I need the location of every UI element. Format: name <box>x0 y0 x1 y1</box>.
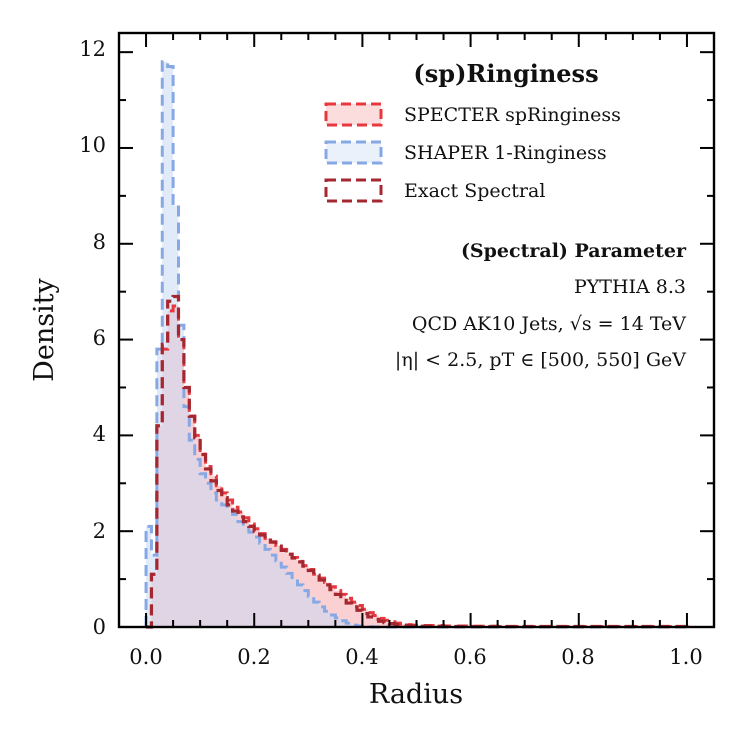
y-tick-label: 8 <box>93 230 106 254</box>
annotation-jets: QCD AK10 Jets, √s = 14 TeV <box>412 313 686 335</box>
y-tick-label: 4 <box>93 422 106 446</box>
legend-title: (sp)Ringiness <box>413 59 598 88</box>
annotation-block: (Spectral) Parameter PYTHIA 8.3 QCD AK10… <box>395 240 687 371</box>
annotation-cuts: |η| < 2.5, pT ∈ [500, 550] GeV <box>395 349 686 371</box>
y-axis-title: Density <box>29 277 60 381</box>
hist-fill-shaper <box>146 61 687 628</box>
legend-label-exact: Exact Spectral <box>404 180 545 202</box>
y-tick-label: 12 <box>79 37 106 61</box>
x-axis-title: Radius <box>369 679 463 710</box>
x-tick-label: 1.0 <box>669 645 702 669</box>
x-tick-label: 0.4 <box>345 645 378 669</box>
annotation-generator: PYTHIA 8.3 <box>574 276 686 298</box>
y-tick-label: 10 <box>79 133 106 157</box>
x-tick-label: 0.0 <box>129 645 162 669</box>
legend-swatch-shaper <box>324 140 383 165</box>
legend-swatch-exact <box>324 178 383 203</box>
y-tick-label: 0 <box>93 615 106 639</box>
annotation-parameter: (Spectral) Parameter <box>461 240 687 262</box>
legend: (sp)Ringiness SPECTER spRinginess SHAPER… <box>324 59 621 203</box>
x-tick-label: 0.8 <box>561 645 594 669</box>
axis-ticks <box>118 33 715 628</box>
legend-label-specter: SPECTER spRinginess <box>404 104 621 126</box>
x-tick-label: 0.6 <box>453 645 486 669</box>
legend-label-shaper: SHAPER 1-Ringiness <box>404 142 607 164</box>
y-tick-label: 2 <box>93 519 106 543</box>
x-tick-label: 0.2 <box>237 645 270 669</box>
legend-swatch-specter <box>324 102 383 127</box>
plot-frame <box>117 31 716 629</box>
y-tick-label: 6 <box>93 326 106 350</box>
